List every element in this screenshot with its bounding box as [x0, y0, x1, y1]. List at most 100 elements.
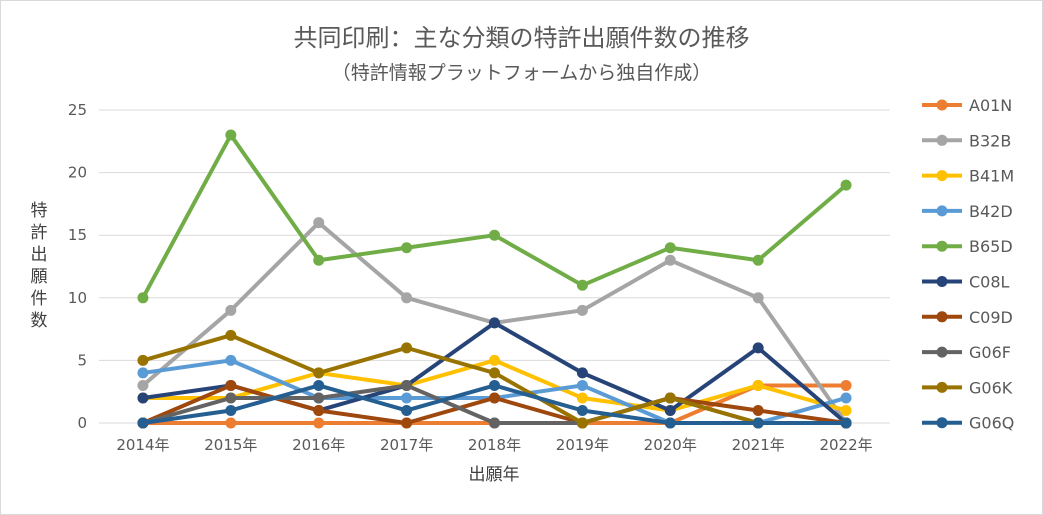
data-point [576, 417, 588, 429]
legend-label: B41M [969, 167, 1014, 186]
x-tick-label: 2015年 [204, 436, 257, 454]
data-point [840, 392, 852, 404]
data-point [225, 417, 237, 429]
x-tick-label: 2022年 [819, 436, 872, 454]
legend-marker [936, 276, 948, 287]
data-point [401, 342, 413, 354]
data-point [840, 379, 852, 391]
x-tick-label: 2019年 [556, 436, 609, 454]
data-point [137, 417, 149, 429]
data-point [752, 404, 764, 416]
data-point [401, 292, 413, 304]
chart-subtitle: （特許情報プラットフォームから独自作成） [331, 62, 712, 84]
legend-marker [936, 205, 948, 217]
data-point [664, 417, 676, 429]
data-point [489, 317, 500, 329]
data-point [576, 379, 588, 391]
y-tick-label: 20 [68, 164, 87, 182]
legend-label: B32B [969, 131, 1011, 150]
legend-label: C08L [969, 273, 1010, 292]
legend-marker [936, 417, 948, 429]
data-point [137, 379, 149, 391]
x-tick-label: 2021年 [732, 436, 785, 454]
legend-marker [936, 134, 948, 146]
data-point [752, 379, 764, 391]
data-point [137, 354, 149, 366]
data-point [225, 392, 237, 404]
data-point [401, 242, 413, 254]
series-line [140, 133, 849, 300]
data-point [225, 329, 237, 341]
data-point [225, 379, 237, 391]
legend-label: G06Q [969, 414, 1014, 433]
y-tick-label: 15 [68, 226, 87, 244]
data-point [489, 354, 500, 366]
chart-title: 共同印刷：主な分類の特許出願件数の推移 [293, 24, 750, 52]
legend-marker [936, 381, 948, 393]
legend-marker [936, 346, 948, 358]
legend-marker [936, 240, 948, 252]
data-point [225, 304, 237, 316]
legend-label: C09D [969, 308, 1013, 327]
data-point [752, 342, 764, 354]
data-point [313, 379, 325, 391]
y-tick-label: 10 [68, 289, 87, 307]
data-point [576, 392, 588, 404]
data-point [489, 367, 500, 379]
data-point [313, 217, 325, 229]
data-point [840, 179, 852, 191]
data-point [664, 254, 676, 266]
data-point [225, 354, 237, 366]
data-point [313, 404, 325, 416]
data-point [752, 417, 764, 429]
legend-label: B65D [969, 237, 1013, 256]
data-point [576, 367, 588, 379]
data-point [489, 392, 500, 404]
x-tick-label: 2016年 [292, 436, 345, 454]
data-point [840, 417, 852, 429]
data-point [840, 404, 852, 416]
data-point [489, 417, 500, 429]
y-tick-label: 5 [77, 351, 87, 369]
data-point [576, 279, 588, 291]
data-point [225, 404, 237, 416]
data-point [137, 367, 149, 379]
data-point [576, 304, 588, 316]
x-axis-label: 出願年 [468, 465, 520, 485]
legend-marker [936, 311, 948, 323]
legend-label: B42D [969, 202, 1013, 221]
data-point [489, 229, 500, 241]
y-tick-label: 0 [77, 414, 87, 432]
data-point [752, 254, 764, 266]
data-point [313, 417, 325, 429]
legend-marker [936, 99, 948, 111]
y-tick-label: 25 [68, 101, 87, 119]
legend-marker [936, 170, 948, 182]
x-tick-label: 2017年 [380, 436, 433, 454]
data-point [313, 367, 325, 379]
data-point [313, 254, 325, 266]
x-tick-label: 2018年 [468, 436, 521, 454]
data-point [401, 392, 413, 404]
data-point [313, 392, 325, 404]
y-axis-label: 特許出願件数 [30, 201, 48, 331]
data-point [401, 417, 413, 429]
data-point [137, 392, 149, 404]
x-tick-label: 2014年 [116, 436, 169, 454]
data-point [752, 292, 764, 304]
data-point [401, 379, 413, 391]
legend-label: G06F [969, 343, 1011, 362]
data-point [137, 292, 149, 304]
data-point [664, 392, 676, 404]
data-point [664, 242, 676, 254]
data-point [664, 404, 676, 416]
x-tick-label: 2020年 [644, 436, 697, 454]
data-point [576, 404, 588, 416]
data-point [489, 379, 500, 391]
data-point [401, 404, 413, 416]
legend-label: A01N [969, 96, 1012, 115]
data-point [225, 129, 237, 141]
legend-label: G06K [969, 378, 1013, 397]
